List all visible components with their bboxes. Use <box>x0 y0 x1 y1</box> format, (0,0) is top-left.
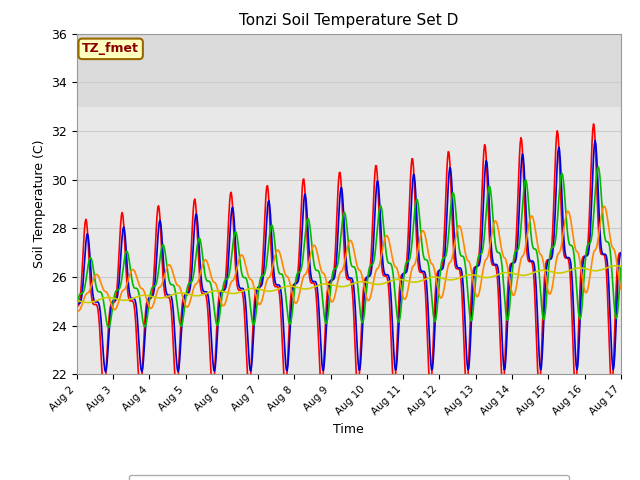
Bar <box>77 34 621 107</box>
-32cm <box>416 278 424 284</box>
-8cm <box>83 273 90 278</box>
-4cm <box>102 369 109 375</box>
Title: Tonzi Soil Temperature Set D: Tonzi Soil Temperature Set D <box>239 13 458 28</box>
-2cm <box>431 288 439 294</box>
-2cm <box>416 269 424 275</box>
-8cm <box>617 265 625 271</box>
-32cm <box>223 290 231 296</box>
-4cm <box>223 273 231 279</box>
-8cm <box>195 236 202 242</box>
-2cm <box>195 257 202 263</box>
-16cm <box>223 293 231 299</box>
-32cm <box>83 300 90 305</box>
Line: -16cm: -16cm <box>77 206 621 311</box>
-4cm <box>617 251 625 256</box>
-16cm <box>431 272 439 278</box>
-4cm <box>195 235 202 240</box>
-2cm <box>73 303 81 309</box>
Line: -8cm: -8cm <box>77 167 621 327</box>
-32cm <box>617 264 625 269</box>
-16cm <box>617 286 625 291</box>
-16cm <box>140 287 147 293</box>
-2cm <box>140 346 147 352</box>
-32cm <box>612 263 620 269</box>
Y-axis label: Soil Temperature (C): Soil Temperature (C) <box>33 140 45 268</box>
-2cm <box>100 388 108 394</box>
-16cm <box>84 290 92 296</box>
-8cm <box>595 164 602 169</box>
-16cm <box>74 308 82 314</box>
-4cm <box>591 138 599 144</box>
-8cm <box>431 318 439 324</box>
-32cm <box>84 300 92 305</box>
-4cm <box>83 233 90 239</box>
X-axis label: Time: Time <box>333 423 364 436</box>
-8cm <box>105 324 113 330</box>
-32cm <box>431 274 439 280</box>
-4cm <box>73 301 81 307</box>
-8cm <box>140 321 147 326</box>
-16cm <box>73 307 81 313</box>
-32cm <box>195 293 202 299</box>
-4cm <box>416 260 424 266</box>
-16cm <box>416 238 424 244</box>
Text: TZ_fmet: TZ_fmet <box>82 42 139 55</box>
-8cm <box>416 214 424 220</box>
-4cm <box>140 358 147 364</box>
-8cm <box>223 276 231 282</box>
-2cm <box>589 121 597 127</box>
-2cm <box>617 250 625 255</box>
-2cm <box>223 245 231 251</box>
Line: -2cm: -2cm <box>77 124 621 391</box>
-2cm <box>83 219 90 225</box>
-4cm <box>431 312 439 318</box>
-32cm <box>73 298 81 303</box>
-8cm <box>73 303 81 309</box>
-32cm <box>140 292 147 298</box>
-16cm <box>195 277 202 283</box>
Line: -32cm: -32cm <box>77 266 621 302</box>
Legend: -2cm, -4cm, -8cm, -16cm, -32cm: -2cm, -4cm, -8cm, -16cm, -32cm <box>129 475 568 480</box>
Line: -4cm: -4cm <box>77 141 621 372</box>
-16cm <box>600 204 608 209</box>
